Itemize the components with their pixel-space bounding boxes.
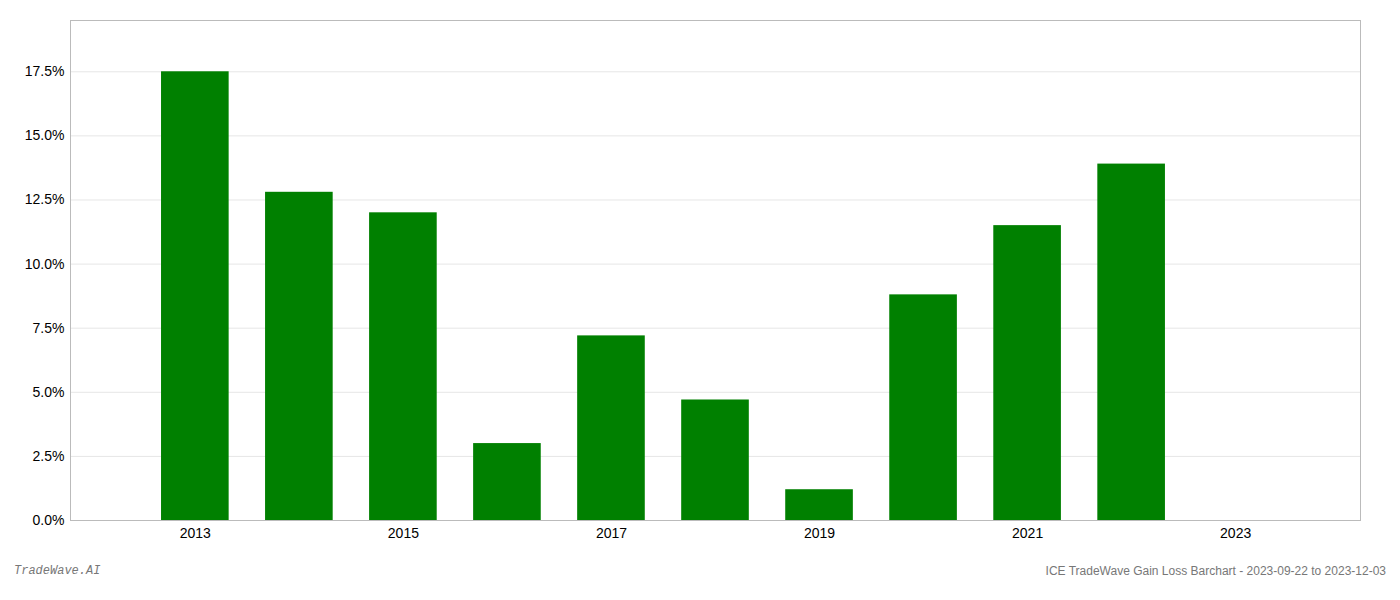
svg-text:2013: 2013: [180, 525, 211, 541]
html-text:ICE TradeWave Gain Loss Barcha: ICE TradeWave Gain Loss Barchart - 2023-…: [1045, 564, 1386, 578]
svg-text:12.5%: 12.5%: [25, 191, 65, 207]
svg-text:5.0%: 5.0%: [33, 384, 65, 400]
svg-text:10.0%: 10.0%: [25, 256, 65, 272]
svg-text:2015: 2015: [388, 525, 419, 541]
svg-text:7.5%: 7.5%: [33, 320, 65, 336]
svg-text:2023: 2023: [1220, 525, 1251, 541]
svg-text:17.5%: 17.5%: [25, 63, 65, 79]
svg-text:2021: 2021: [1012, 525, 1043, 541]
svg-text:2019: 2019: [804, 525, 835, 541]
svg-text:2017: 2017: [596, 525, 627, 541]
svg-text:15.0%: 15.0%: [25, 127, 65, 143]
svg-text:0.0%: 0.0%: [33, 512, 65, 528]
svg-text:2.5%: 2.5%: [33, 448, 65, 464]
html-text:TradeWave.AI: TradeWave.AI: [14, 564, 101, 578]
